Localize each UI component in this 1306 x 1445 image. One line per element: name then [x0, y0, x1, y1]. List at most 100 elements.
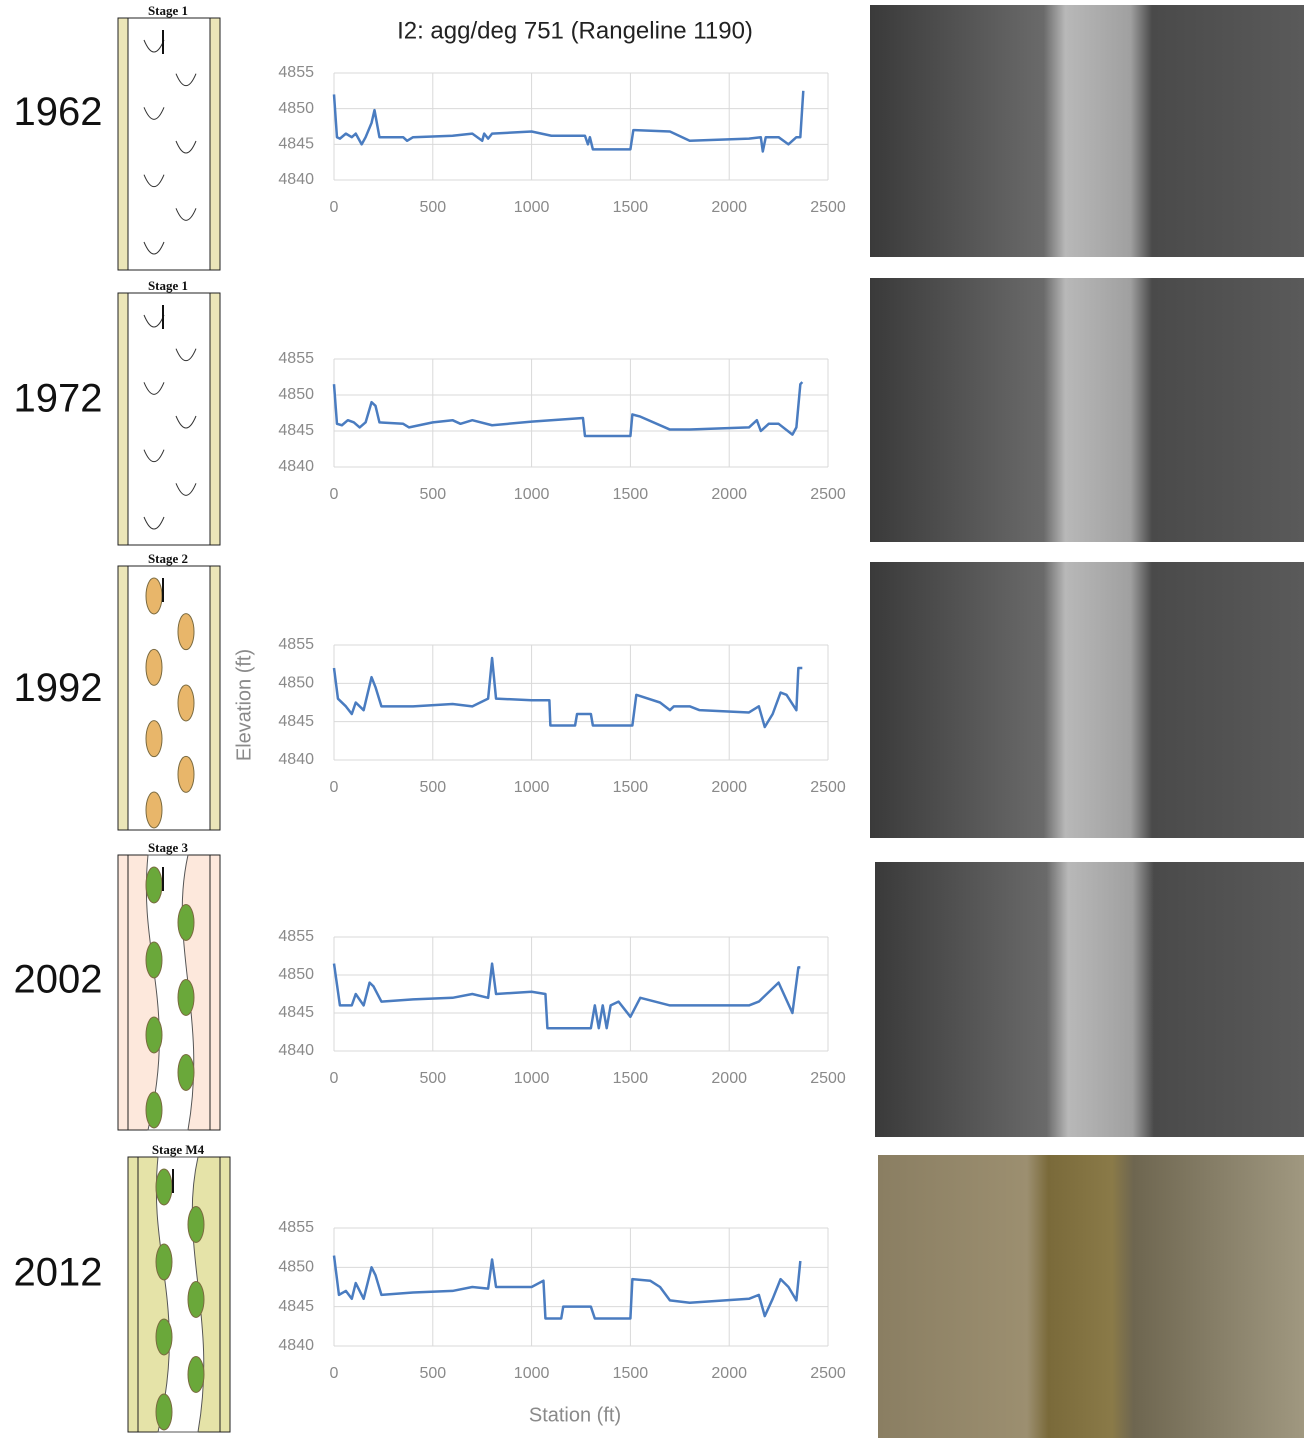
x-tick-label: 1500: [613, 1365, 649, 1382]
x-tick-label: 1500: [613, 1070, 649, 1087]
chart-title: I2: agg/deg 751 (Rangeline 1190): [397, 17, 753, 44]
y-tick-label: 4850: [278, 966, 314, 983]
aerial-photo: [870, 5, 1304, 257]
x-tick-label: 1000: [514, 1070, 550, 1087]
stage-bar: [178, 980, 194, 1016]
stage-bar: [178, 614, 194, 650]
x-tick-label: 2500: [810, 779, 846, 796]
x-tick-label: 0: [330, 779, 339, 796]
y-tick-label: 4850: [278, 1259, 314, 1276]
stage-bar: [146, 867, 162, 903]
stage-diagram: [118, 18, 220, 270]
y-tick-label: 4855: [278, 1219, 314, 1236]
line: [334, 964, 800, 1029]
stage-bar: [156, 1169, 172, 1205]
y-tick-label: 4840: [278, 1042, 314, 1059]
stage-label: Stage 1: [148, 278, 188, 293]
year-label: 1992: [14, 666, 103, 710]
x-tick-label: 0: [330, 486, 339, 503]
y-tick-label: 4840: [278, 1337, 314, 1354]
stage-bank: [220, 1157, 230, 1432]
line: [334, 382, 802, 436]
stage-bar: [146, 1092, 162, 1128]
stage-bar: [188, 1357, 204, 1393]
x-tick-label: 0: [330, 199, 339, 216]
stage-bank: [210, 855, 220, 1130]
stage-bank: [118, 18, 128, 270]
line: [334, 91, 803, 152]
x-tick-label: 500: [419, 779, 446, 796]
x-tick-label: 2000: [711, 1365, 747, 1382]
line: [334, 1256, 800, 1319]
stage-bar: [156, 1394, 172, 1430]
y-tick-label: 4850: [278, 386, 314, 403]
stage-bank: [118, 566, 128, 830]
stage-bank: [118, 293, 128, 545]
x-tick-label: 0: [330, 1070, 339, 1087]
y-tick-label: 4845: [278, 1004, 314, 1021]
x-tick-label: 1000: [514, 486, 550, 503]
y-tick-label: 4855: [278, 350, 314, 367]
stage-bar: [178, 685, 194, 721]
x-tick-label: 1000: [514, 779, 550, 796]
stage-bar: [156, 1244, 172, 1280]
stage-bank: [210, 18, 220, 270]
x-tick-label: 1500: [613, 199, 649, 216]
stage-label: Stage M4: [152, 1142, 205, 1157]
stage-bank: [210, 293, 220, 545]
stage-diagram: [118, 293, 220, 545]
y-tick-label: 4855: [278, 64, 314, 81]
stage-label: Stage 1: [148, 3, 188, 18]
x-tick-label: 2000: [711, 199, 747, 216]
x-tick-label: 1500: [613, 486, 649, 503]
aerial-photo: [870, 278, 1304, 542]
x-tick-label: 2500: [810, 199, 846, 216]
stage-bank: [210, 566, 220, 830]
year-label: 1962: [14, 90, 103, 134]
y-tick-label: 4845: [278, 713, 314, 730]
stage-bank: [118, 855, 128, 1130]
aerial-photo: [875, 862, 1304, 1137]
y-tick-label: 4845: [278, 1298, 314, 1315]
stage-bar: [178, 1055, 194, 1091]
y-tick-label: 4845: [278, 422, 314, 439]
stage-bar: [146, 649, 162, 685]
x-tick-label: 0: [330, 1365, 339, 1382]
stage-bar: [178, 756, 194, 792]
stage-bar: [178, 905, 194, 941]
x-tick-label: 2500: [810, 486, 846, 503]
aerial-photo: [870, 562, 1304, 838]
y-tick-label: 4840: [278, 751, 314, 768]
y-tick-label: 4845: [278, 136, 314, 153]
x-tick-label: 1500: [613, 779, 649, 796]
y-tick-label: 4855: [278, 636, 314, 653]
stage-bar: [146, 578, 162, 614]
stage-label: Stage 2: [148, 551, 188, 566]
stage-bar: [146, 792, 162, 828]
aerial-photo: [878, 1155, 1304, 1438]
year-label: 1972: [14, 377, 103, 421]
stage-diagram: [118, 566, 220, 830]
x-tick-label: 500: [419, 486, 446, 503]
stage-bar: [146, 942, 162, 978]
figure: I2: agg/deg 751 (Rangeline 1190) Elevati…: [0, 0, 1306, 1440]
stage-bar: [156, 1319, 172, 1355]
x-tick-label: 2500: [810, 1365, 846, 1382]
y-axis-label: Elevation (ft): [233, 649, 255, 761]
x-tick-label: 2000: [711, 1070, 747, 1087]
y-tick-label: 4850: [278, 675, 314, 692]
x-tick-label: 2500: [810, 1070, 846, 1087]
line: [334, 658, 802, 727]
x-tick-label: 2000: [711, 779, 747, 796]
y-tick-label: 4840: [278, 458, 314, 475]
stage-bar: [188, 1282, 204, 1318]
y-tick-label: 4850: [278, 100, 314, 117]
stage-bank: [128, 1157, 138, 1432]
stage-bar: [146, 721, 162, 757]
x-tick-label: 500: [419, 1365, 446, 1382]
stage-label: Stage 3: [148, 840, 189, 855]
x-tick-label: 1000: [514, 199, 550, 216]
x-tick-label: 500: [419, 199, 446, 216]
y-tick-label: 4855: [278, 928, 314, 945]
year-label: 2002: [14, 958, 103, 1002]
